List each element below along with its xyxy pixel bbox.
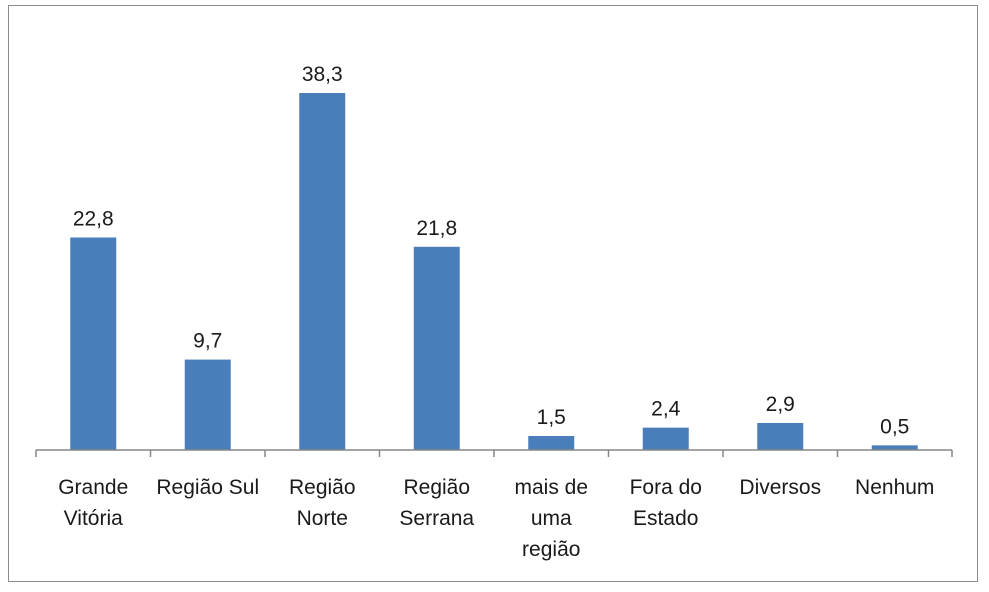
category-label: Diversos — [739, 476, 821, 499]
chart-frame — [8, 5, 978, 582]
bar — [528, 436, 575, 450]
category-label: Grande — [58, 476, 128, 499]
data-label: 2,4 — [651, 398, 681, 421]
category-label: Região — [403, 476, 470, 499]
data-label: 38,3 — [302, 63, 343, 86]
bar — [871, 445, 918, 450]
data-label: 21,8 — [416, 217, 457, 240]
bar — [184, 359, 231, 450]
data-label: 2,9 — [766, 393, 795, 416]
bar — [413, 246, 460, 450]
bar — [70, 237, 117, 450]
category-label: Região — [289, 476, 356, 499]
data-label: 0,5 — [880, 415, 909, 438]
category-label: uma — [531, 507, 572, 530]
category-label: mais de — [514, 476, 588, 499]
category-label: Fora do — [630, 476, 702, 499]
data-label: 22,8 — [73, 207, 114, 230]
category-label: Nenhum — [855, 476, 934, 499]
category-label: Região Sul — [156, 476, 259, 499]
category-label: Norte — [297, 507, 348, 530]
category-label: Estado — [633, 507, 698, 530]
bar — [757, 422, 804, 450]
data-label: 1,5 — [537, 406, 566, 429]
category-label: Serrana — [399, 507, 474, 530]
category-label: Vitória — [64, 507, 123, 530]
bar — [642, 427, 689, 450]
category-label: região — [522, 538, 580, 561]
data-label: 9,7 — [193, 330, 222, 353]
bar — [299, 93, 346, 450]
